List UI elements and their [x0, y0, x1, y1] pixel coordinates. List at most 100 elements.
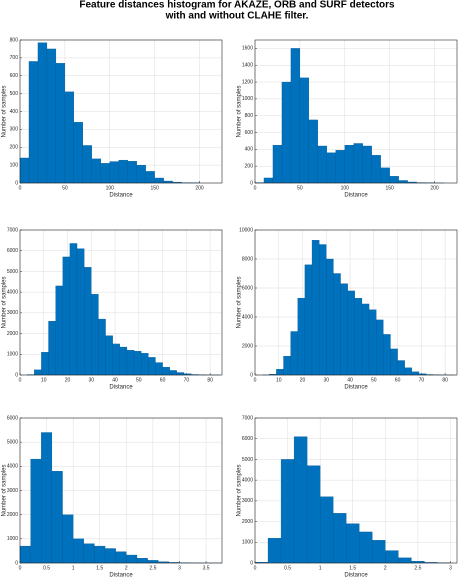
- y-tick-label: 800: [245, 113, 254, 119]
- histogram-bar: [380, 167, 390, 184]
- y-tick-label: 700: [10, 55, 19, 61]
- histogram-bar: [304, 264, 313, 376]
- histogram-bar: [283, 355, 291, 376]
- x-tick-label: 0: [254, 185, 257, 191]
- histogram-bar: [104, 548, 116, 564]
- histogram-bar: [411, 371, 420, 376]
- x-tick-label: 1.5: [349, 565, 356, 571]
- histogram-bar: [100, 163, 110, 184]
- axes-box: [254, 417, 458, 564]
- x-axis-label: Distance: [109, 193, 133, 199]
- y-axis-label: Number of samples: [237, 85, 243, 137]
- x-tick-label: 2.5: [149, 565, 156, 571]
- y-tick-label: 5000: [7, 439, 18, 445]
- histogram-bar: [91, 294, 99, 376]
- histogram-bar: [362, 145, 372, 184]
- y-tick-label: 1000: [242, 96, 253, 102]
- y-tick-label: 10000: [239, 227, 253, 233]
- y-tick-label: 6000: [242, 436, 253, 442]
- histogram-bar: [62, 256, 71, 376]
- figure-title: Feature distances histogram for AKAZE, O…: [79, 0, 395, 11]
- y-tick-label: 400: [10, 109, 19, 115]
- x-tick-label: 80: [442, 377, 448, 383]
- x-axis-label: Distance: [109, 573, 133, 579]
- x-tick-label: 40: [347, 377, 353, 383]
- histogram-bar: [293, 436, 308, 564]
- histogram-panel: 0 2000 4000 6000 8000 10000 0 10 20 30 40 50 60 70 80 D…: [237, 227, 458, 391]
- histogram-bar: [176, 372, 185, 376]
- y-tick-label: 3000: [7, 488, 18, 494]
- y-tick-label: 0: [250, 180, 253, 186]
- y-axis-label: Number of samples: [237, 276, 243, 328]
- histogram-bar: [119, 346, 128, 376]
- x-tick-label: 80: [207, 377, 213, 383]
- histogram-bar: [372, 540, 386, 564]
- x-tick-label: 200: [430, 185, 439, 191]
- histogram-bar: [141, 353, 149, 376]
- histogram-panel: 0 1000 2000 3000 4000 5000 6000 7000 0 10 20 30 40 50…: [2, 227, 223, 391]
- histogram-bar: [347, 290, 355, 376]
- histogram-bar: [37, 42, 48, 184]
- histogram-bar: [133, 351, 142, 376]
- histogram-bar: [30, 458, 42, 564]
- x-tick-label: 60: [160, 377, 166, 383]
- histogram-bar: [19, 157, 30, 184]
- y-tick-label: 600: [245, 130, 254, 136]
- histogram-bar: [118, 159, 128, 184]
- histogram-bar: [148, 357, 156, 376]
- y-tick-label: 8000: [242, 256, 253, 262]
- y-tick-label: 0: [15, 560, 18, 566]
- histogram-bar: [48, 320, 56, 376]
- histogram-panel: 0 1000 2000 3000 4000 5000 6000 0 0.5 1 1.5 2 2.5 3 3.…: [2, 415, 223, 579]
- x-tick-label: 100: [106, 185, 115, 191]
- x-axis-label: Distance: [344, 193, 368, 199]
- y-tick-label: 1200: [242, 79, 253, 85]
- x-tick-label: 0.5: [43, 565, 50, 571]
- histogram-bar: [263, 177, 274, 184]
- histogram-bar: [98, 318, 106, 376]
- y-tick-label: 6000: [7, 415, 18, 421]
- histogram-bar: [62, 514, 74, 564]
- y-tick-label: 400: [245, 147, 254, 153]
- histogram-bar: [344, 144, 354, 184]
- histogram-bar: [145, 171, 155, 184]
- histogram-bar: [147, 560, 159, 564]
- histogram-bar: [112, 343, 120, 376]
- x-tick-label: 60: [395, 377, 401, 383]
- histogram-bar: [320, 496, 334, 564]
- histogram-bar: [280, 459, 295, 564]
- x-tick-label: 1: [319, 565, 322, 571]
- histogram-bar: [272, 144, 283, 184]
- x-tick-label: 30: [324, 377, 330, 383]
- axes-box: [19, 417, 223, 564]
- y-tick-label: 4000: [242, 314, 253, 320]
- x-axis-label: Distance: [109, 385, 133, 391]
- y-tick-label: 200: [10, 145, 19, 151]
- y-tick-label: 0: [250, 560, 253, 566]
- y-tick-label: 2000: [242, 343, 253, 349]
- histogram-bar: [105, 335, 113, 376]
- y-tick-label: 1400: [242, 63, 253, 69]
- histogram-bar: [64, 91, 75, 184]
- histogram-bar: [51, 471, 63, 564]
- x-tick-label: 2.5: [414, 565, 421, 571]
- axes-box: [19, 229, 223, 376]
- y-tick-label: 100: [10, 162, 19, 168]
- x-tick-label: 20: [65, 377, 71, 383]
- histogram-bar: [335, 150, 345, 184]
- y-tick-label: 3000: [7, 310, 18, 316]
- y-tick-label: 3000: [242, 498, 253, 504]
- y-tick-label: 2000: [242, 519, 253, 525]
- histogram-bar: [281, 81, 292, 184]
- histogram-bar: [28, 61, 39, 184]
- histogram-bar: [368, 309, 377, 376]
- histogram-bar: [306, 465, 321, 564]
- x-tick-label: 50: [62, 185, 68, 191]
- y-tick-label: 2000: [7, 331, 18, 337]
- histogram-bar: [46, 48, 57, 184]
- histogram-bar: [276, 369, 284, 376]
- y-tick-label: 6000: [242, 285, 253, 291]
- axes-box: [254, 229, 458, 376]
- histogram-bar: [162, 366, 170, 376]
